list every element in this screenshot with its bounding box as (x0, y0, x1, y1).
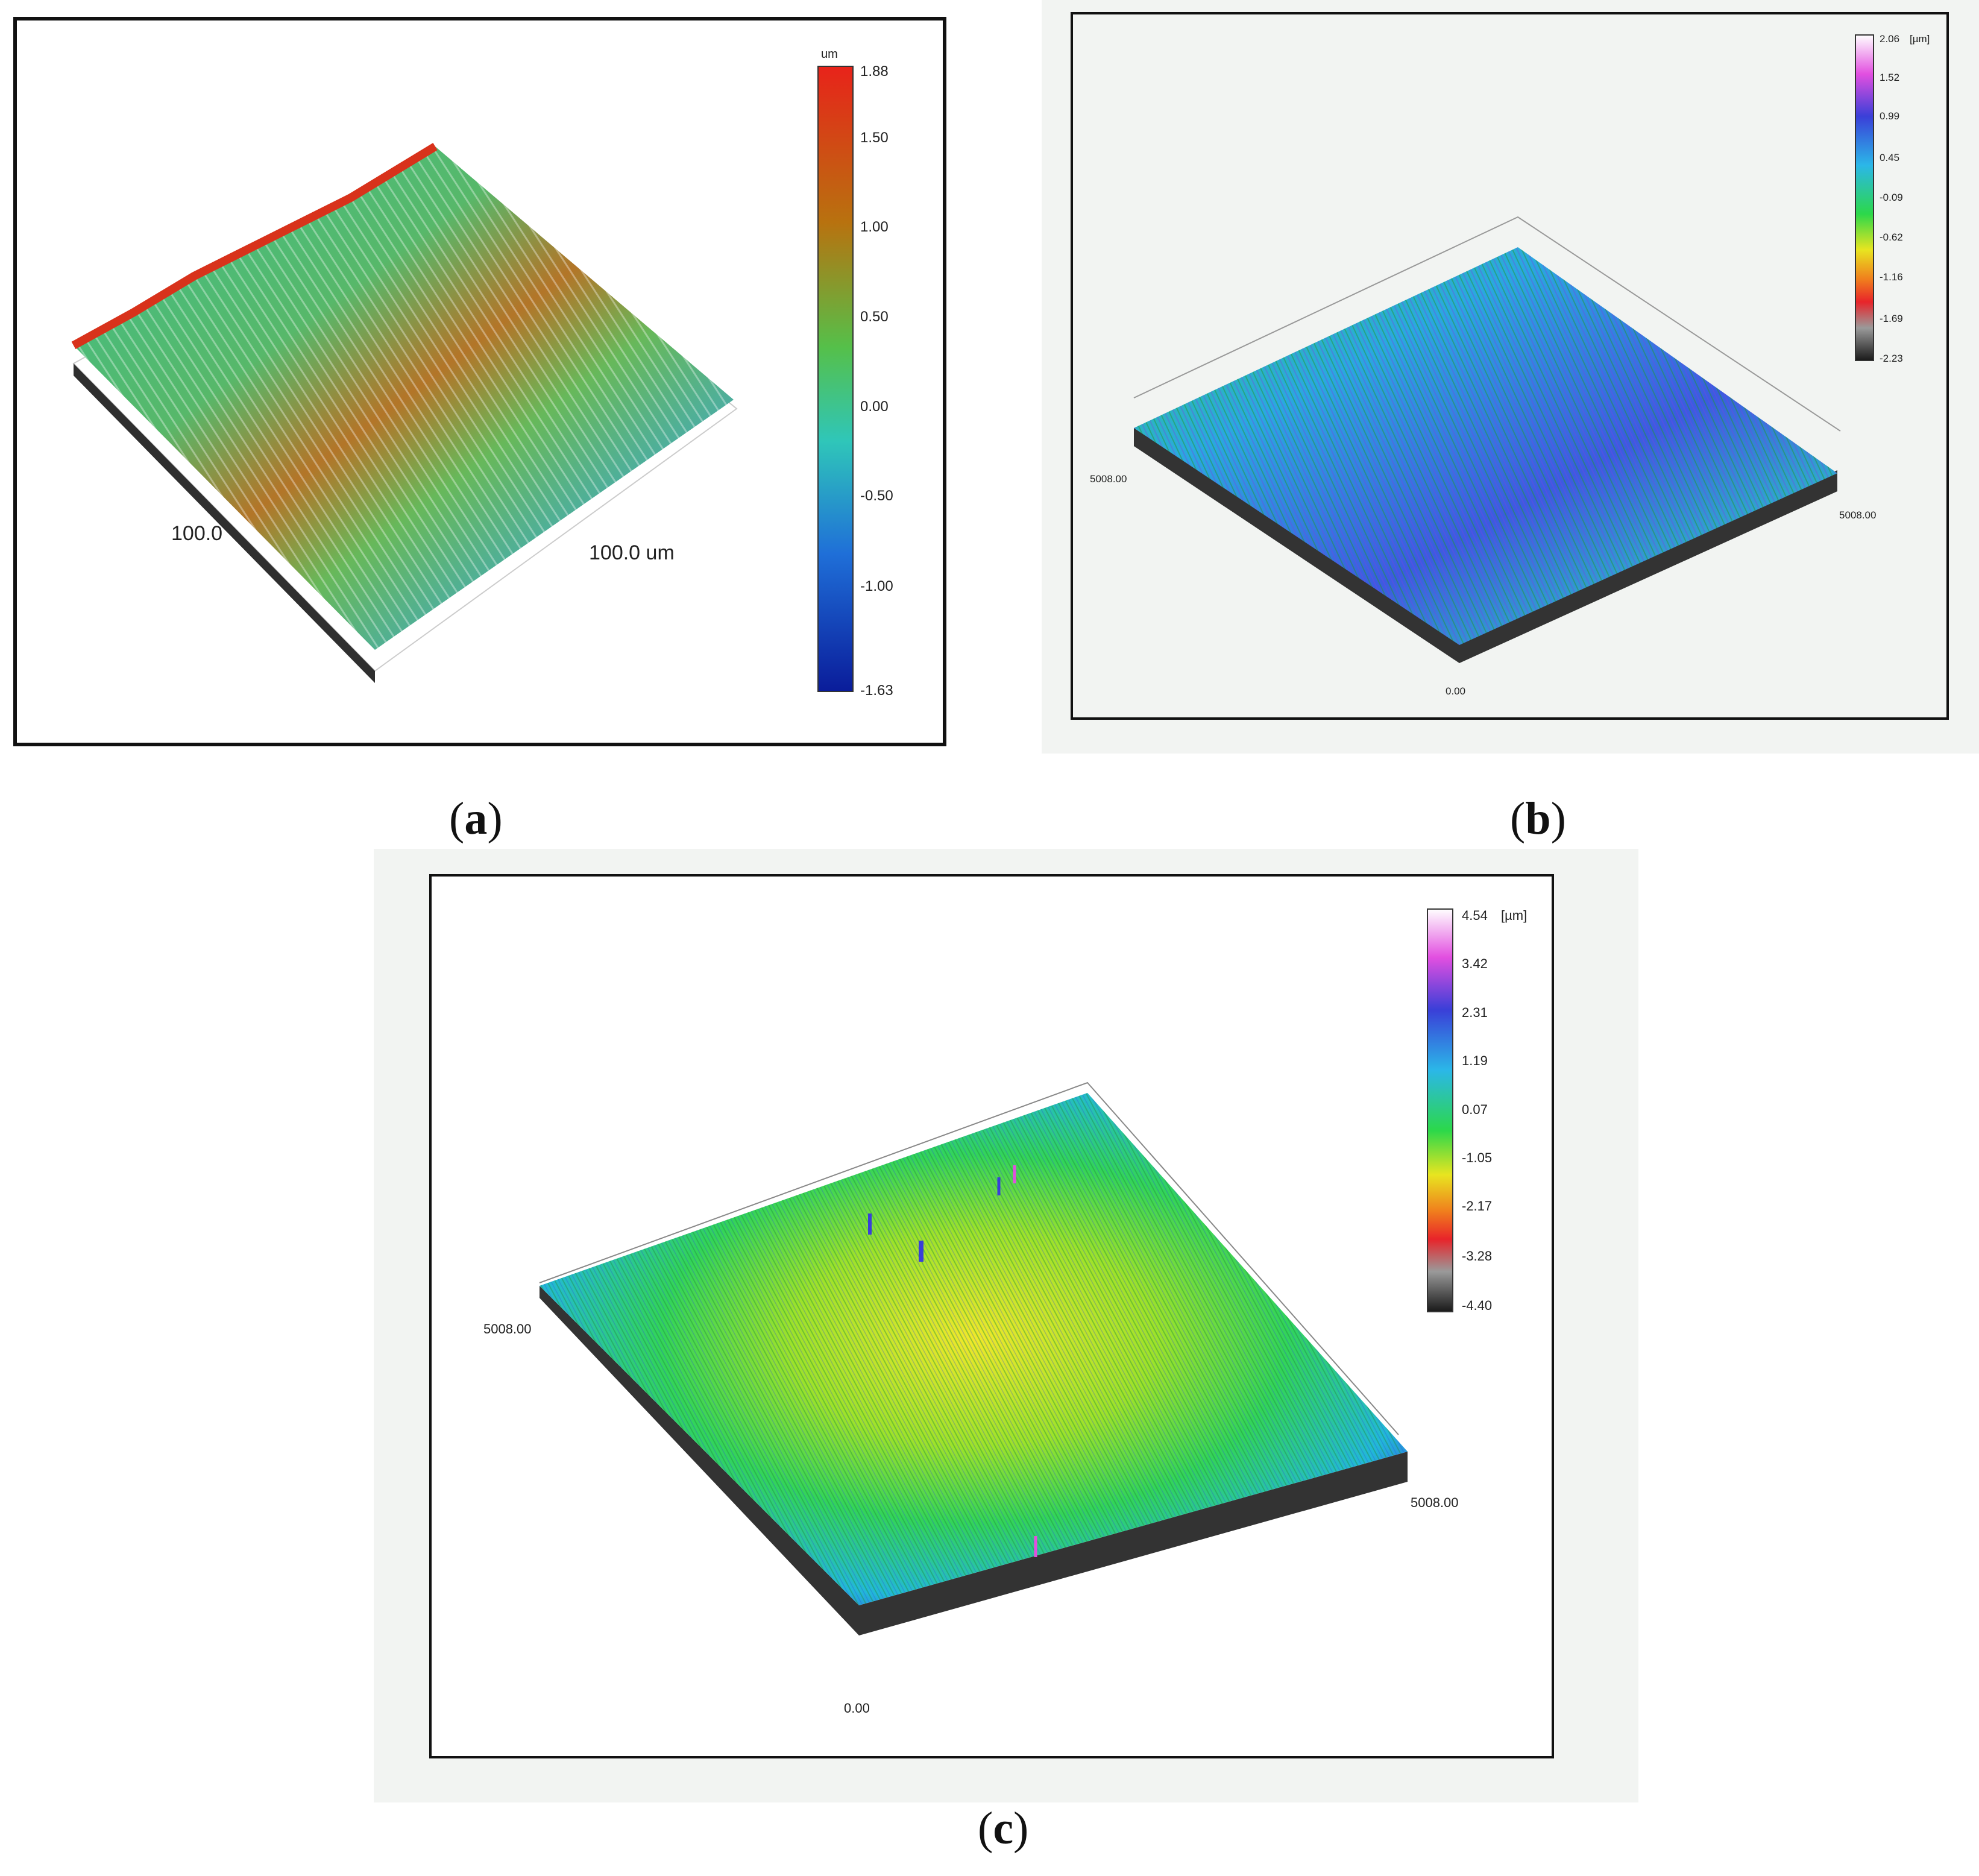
colorbar-tick: 4.54 (1462, 908, 1488, 923)
colorbar-tick: -1.63 (860, 682, 893, 699)
corner-label-left: 5008.00 (1090, 473, 1127, 485)
colorbar-tick: 3.42 (1462, 956, 1488, 971)
colorbar-tick: -3.28 (1462, 1248, 1492, 1264)
surface-texture (540, 1093, 1408, 1605)
colorbar-tick: -0.09 (1880, 192, 1903, 203)
colorbar-tick: -2.17 (1462, 1198, 1492, 1213)
corner-label-left: 5008.00 (483, 1321, 532, 1336)
colorbar-tick: -0.62 (1880, 231, 1903, 243)
caption-c: (c) (978, 1803, 1029, 1854)
caption-b-letter: b (1525, 793, 1551, 844)
colorbar-tick: 1.52 (1880, 72, 1899, 83)
colorbar-tick: 2.06 (1880, 33, 1899, 45)
panel-c-figure: 5008.00 5008.00 0.00 [µm] 4.54 3.42 2.31… (374, 849, 1638, 1802)
colorbar-tick: -1.00 (860, 578, 893, 594)
bounding-box (539, 1081, 1399, 1435)
colorbar-tick: -4.40 (1462, 1298, 1492, 1313)
colorbar-tick: 1.88 (860, 63, 889, 80)
panel-a-figure: 100.0 100.0 um um 1.88 1.50 1.00 0.50 0.… (13, 17, 946, 746)
colorbar-ticks: 4.54 3.42 2.31 1.19 0.07 -1.05 -2.17 -3.… (1462, 908, 1492, 1313)
corner-label-right: 5008.00 (1839, 509, 1876, 521)
colorbar-tick: 0.50 (860, 309, 889, 325)
colorbar-tick: 1.50 (860, 130, 889, 146)
caption-a-letter: a (464, 793, 488, 844)
corner-label-origin: 0.00 (844, 1701, 870, 1716)
colorbar-tick: 0.99 (1880, 110, 1899, 122)
colorbar-unit: um (821, 48, 838, 61)
colorbar-tick: -0.50 (860, 488, 893, 504)
colorbar-ticks: 2.06 1.52 0.99 0.45 -0.09 -0.62 -1.16 -1… (1880, 33, 1903, 364)
corner-label-right: 5008.00 (1411, 1495, 1459, 1510)
surface-side (74, 364, 375, 683)
caption-c-letter: c (993, 1803, 1014, 1854)
surface-side (1134, 428, 1837, 663)
surface-spikes (868, 1165, 1037, 1557)
bounding-box (1133, 216, 1841, 432)
axis-y-label: 100.0 um (589, 541, 675, 564)
colorbar-unit: [µm] (1501, 908, 1527, 923)
panel-b: 5008.00 5008.00 0.00 [µm] 2.06 1.52 0.99… (1042, 0, 1979, 754)
colorbar-ticks: 1.88 1.50 1.00 0.50 0.00 -0.50 -1.00 -1.… (860, 63, 893, 699)
colorbar (1427, 908, 1453, 1312)
colorbar-tick: 0.45 (1880, 152, 1899, 163)
colorbar (1855, 34, 1874, 361)
panel-a: 100.0 100.0 um um 1.88 1.50 1.00 0.50 0.… (13, 17, 946, 746)
caption-a: (a) (449, 793, 503, 844)
caption-b: (b) (1510, 793, 1566, 844)
colorbar-tick: -1.16 (1880, 271, 1903, 283)
corner-label-origin: 0.00 (1446, 685, 1465, 697)
axis-x-label: 100.0 (171, 522, 222, 545)
surface-ridge (71, 143, 438, 350)
colorbar-tick: 1.19 (1462, 1053, 1488, 1068)
colorbar-tick: -1.05 (1462, 1150, 1492, 1165)
panel-b-figure: 5008.00 5008.00 0.00 [µm] 2.06 1.52 0.99… (1042, 0, 1979, 754)
colorbar-tick: 2.31 (1462, 1005, 1488, 1020)
colorbar-tick: 0.00 (860, 398, 889, 415)
colorbar-tick: 0.07 (1462, 1102, 1488, 1117)
surface-texture (1134, 247, 1837, 645)
colorbar-unit: [µm] (1910, 33, 1930, 45)
colorbar-tick: -1.69 (1880, 313, 1903, 324)
colorbar-tick: 1.00 (860, 219, 889, 235)
colorbar (817, 66, 854, 692)
surface-side (540, 1286, 1408, 1635)
colorbar-tick: -2.23 (1880, 353, 1903, 364)
surface-texture (74, 146, 734, 650)
panel-c: 5008.00 5008.00 0.00 [µm] 4.54 3.42 2.31… (374, 849, 1638, 1802)
